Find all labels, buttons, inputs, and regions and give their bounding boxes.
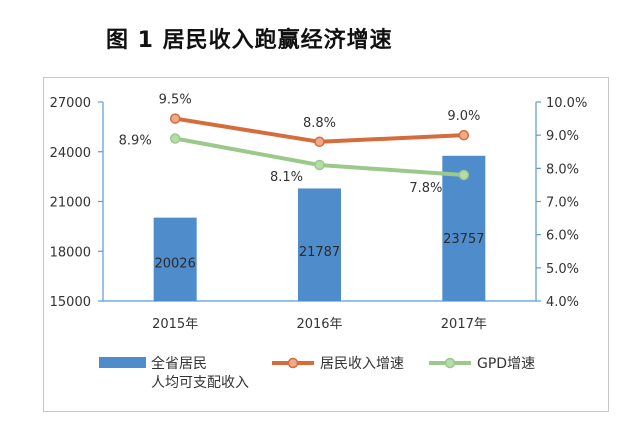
- y-left-tick-label: 18000: [50, 245, 91, 260]
- data-label: 8.1%: [270, 170, 303, 185]
- series-marker: [458, 129, 470, 141]
- y-left-tick-label: 21000: [50, 196, 91, 211]
- x-tick-label: 2017年: [441, 317, 487, 332]
- bars-layer: [153, 155, 486, 301]
- legend-label: 全省居民: [151, 355, 207, 372]
- y-right-tick-label: 8.0%: [546, 162, 579, 177]
- y-right-tick-label: 4.0%: [546, 295, 579, 310]
- series-marker: [314, 136, 325, 148]
- bar-value-label: 21787: [299, 245, 340, 260]
- bar: [298, 188, 341, 301]
- y-left-tick-label: 24000: [50, 146, 91, 161]
- series-marker: [169, 133, 181, 144]
- data-label: 9.0%: [447, 109, 480, 124]
- series-marker: [458, 169, 470, 181]
- series-marker: [169, 113, 181, 124]
- data-label: 8.8%: [303, 116, 336, 131]
- y-right-tick-label: 7.0%: [546, 196, 579, 211]
- legend-label: 居民收入增速: [320, 356, 404, 372]
- legend-swatch-marker: [444, 357, 456, 369]
- y-left-tick-label: 15000: [50, 295, 91, 310]
- legend-label: GPD增速: [477, 356, 535, 372]
- chart-svg: 27000 24000 21000 18000 15000 10.0% 9.0% 8.0% 7.…: [50, 93, 588, 391]
- lines-layer: [169, 113, 470, 181]
- chart-frame: 27000 24000 21000 18000 15000 10.0% 9.0% 8.0% 7.…: [43, 77, 609, 412]
- legend-swatch-bar: [99, 357, 146, 368]
- bar-value-label: 20026: [154, 257, 195, 272]
- y-right-tick-label: 9.0%: [546, 129, 579, 144]
- legend-label: 人均可支配收入: [151, 375, 249, 391]
- x-tick-label: 2016年: [296, 317, 342, 332]
- figure-title: 图 1 居民收入跑赢经济增速: [106, 28, 393, 53]
- labels-layer: 20026 21787 23757 9.5% 8.8% 9.0% 8.9% 8.1% 7.8%: [119, 93, 485, 272]
- y-right-tick-label: 5.0%: [546, 262, 579, 277]
- y-right-tick-label: 6.0%: [546, 229, 579, 244]
- data-label: 9.5%: [159, 93, 192, 108]
- data-label: 8.9%: [119, 133, 152, 148]
- series-marker: [314, 159, 325, 171]
- data-label: 7.8%: [409, 181, 442, 196]
- bar-value-label: 23757: [443, 232, 484, 247]
- x-tick-label: 2015年: [152, 317, 198, 332]
- y-left-tick-label: 27000: [50, 96, 91, 111]
- bar: [153, 217, 197, 301]
- legend-swatch-marker: [287, 357, 299, 369]
- axes-layer: 27000 24000 21000 18000 15000 10.0% 9.0% 8.0% 7.…: [50, 96, 588, 332]
- y-right-tick-label: 10.0%: [546, 96, 587, 111]
